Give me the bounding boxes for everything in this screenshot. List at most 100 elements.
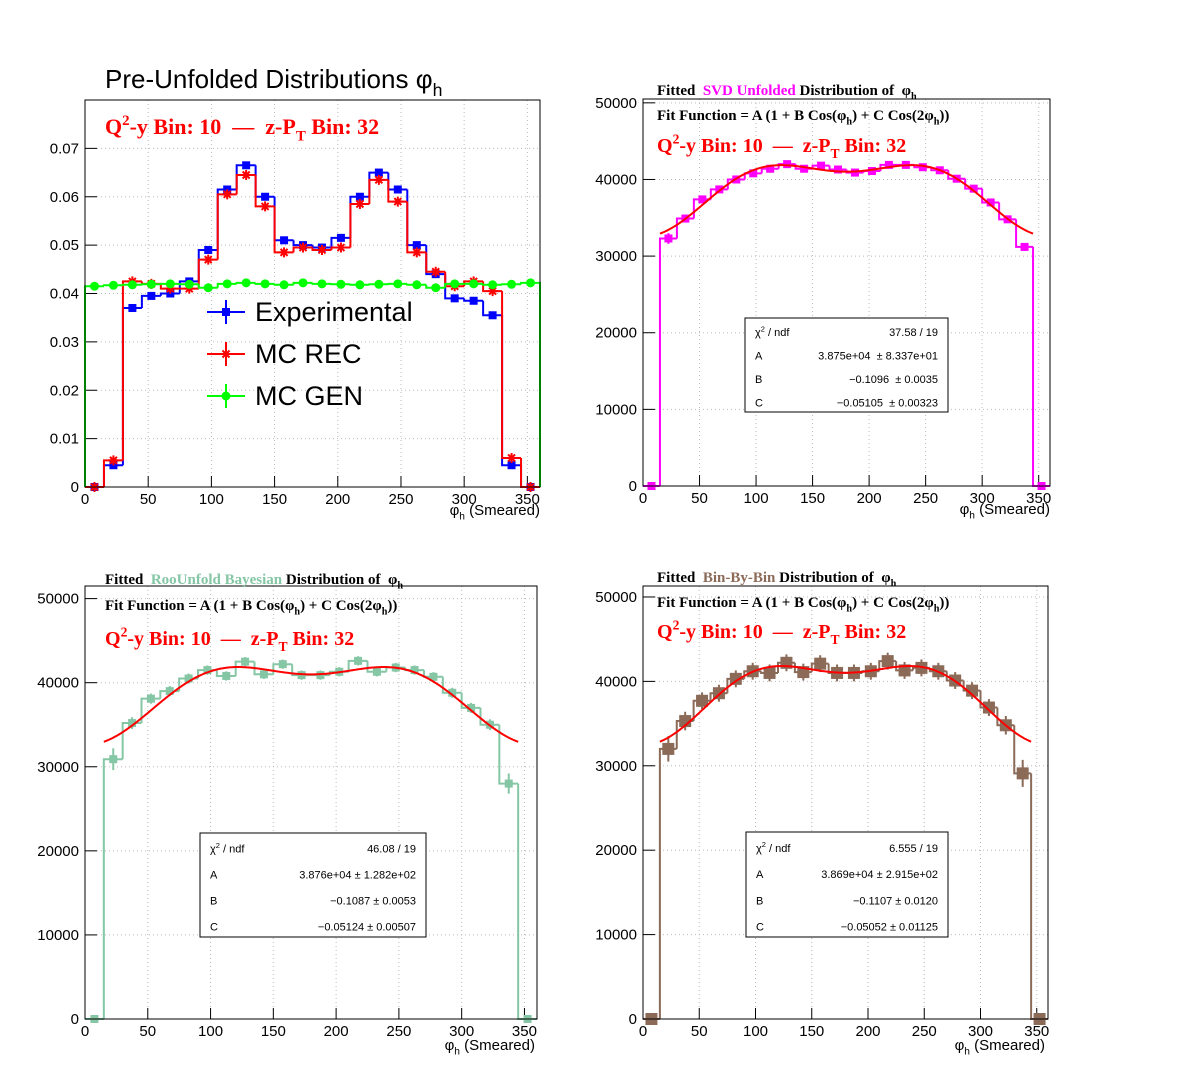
- marker: [372, 667, 381, 676]
- text-part: 2: [673, 618, 680, 633]
- marker: [966, 684, 979, 697]
- marker: [817, 161, 826, 170]
- bin-label: Q2-y Bin: 10 — z-PT Bin: 32: [105, 625, 354, 654]
- marker: [146, 694, 155, 703]
- y-tick-label: 30000: [37, 759, 79, 776]
- marker: [800, 164, 809, 173]
- y-tick-label: 0: [71, 1011, 79, 1028]
- marker: [203, 283, 213, 293]
- marker: [431, 283, 441, 293]
- marker: [411, 247, 422, 258]
- x-axis-label: φh (Smeared): [960, 501, 1050, 522]
- marker: [108, 455, 119, 466]
- stats-value: −0.1087 ± 0.0053: [330, 896, 416, 908]
- marker: [715, 185, 724, 194]
- text-part: Distribution of φ: [775, 570, 890, 586]
- text-part: -y Bin: 10 — z-P: [127, 628, 278, 650]
- text-part: Fit Function = A (1 + B Cos(φ: [105, 598, 294, 614]
- marker: [89, 281, 99, 291]
- y-tick-label: 50000: [595, 95, 637, 112]
- y-tick-label: 50000: [37, 591, 79, 608]
- marker: [260, 201, 271, 212]
- marker: [241, 657, 250, 666]
- marker: [662, 742, 675, 755]
- text-part: χ: [755, 327, 761, 339]
- stats-label: B: [210, 896, 217, 908]
- y-tick-label: 30000: [595, 248, 637, 265]
- marker: [260, 279, 270, 289]
- fit-curve: [659, 665, 1032, 743]
- stats-label: A: [210, 870, 218, 882]
- marker: [664, 234, 673, 243]
- x-tick-label: 250: [912, 1023, 937, 1040]
- marker: [392, 196, 403, 207]
- marker: [279, 247, 290, 258]
- x-tick-label: 100: [744, 490, 769, 507]
- marker: [336, 233, 345, 242]
- marker: [507, 279, 517, 289]
- marker: [222, 279, 232, 289]
- marker: [355, 192, 364, 201]
- x-tick-label: 0: [639, 1023, 647, 1040]
- panel: 0 50 100 150 200 250 300 350 0 10000 20000 30000 400…: [595, 95, 1051, 507]
- marker: [127, 280, 137, 290]
- frame: [642, 585, 1049, 1020]
- marker: [412, 280, 422, 290]
- x-tick-label: 200: [324, 1023, 349, 1040]
- y-tick-label: 10000: [595, 401, 637, 418]
- text-part: ) + C Cos(2φ: [852, 108, 934, 124]
- marker: [448, 688, 457, 697]
- y-tick-label: 40000: [595, 171, 637, 188]
- text-part: 2: [761, 324, 765, 333]
- marker: [867, 167, 876, 176]
- marker: [698, 195, 707, 204]
- marker: [1016, 767, 1029, 780]
- x-tick-label: 100: [198, 1023, 223, 1040]
- frame: [84, 99, 541, 488]
- stats-value: 37.58 / 19: [889, 327, 938, 339]
- marker: [128, 304, 137, 313]
- stats-label: C: [755, 398, 763, 410]
- marker: [203, 254, 214, 265]
- text-part: Bin: 32: [288, 628, 355, 650]
- text-part: h: [934, 604, 940, 615]
- text-part: Q: [657, 621, 673, 643]
- text-part: / ndf: [220, 844, 245, 856]
- marker: [526, 278, 536, 288]
- marker: [850, 168, 859, 177]
- text-part: h: [382, 607, 388, 618]
- x-tick-label: 250: [913, 490, 938, 507]
- marker: [336, 279, 346, 289]
- text-part: φ: [450, 502, 460, 519]
- marker: [373, 174, 384, 185]
- marker: [222, 308, 230, 316]
- x-tick-label: 0: [81, 1023, 89, 1040]
- marker: [982, 701, 995, 714]
- text-part: h: [891, 579, 897, 590]
- stats-box: [199, 832, 427, 938]
- x-tick-label: 250: [386, 1023, 411, 1040]
- marker: [316, 244, 327, 255]
- stats-value: −0.05052 ± 0.01125: [841, 922, 938, 934]
- stats-label: A: [755, 351, 763, 363]
- y-tick-label: 10000: [37, 927, 79, 944]
- marker: [317, 279, 327, 289]
- marker: [1020, 242, 1029, 251]
- y-tick-label: 0.02: [50, 382, 79, 399]
- marker: [410, 666, 419, 675]
- marker: [280, 236, 289, 245]
- marker: [393, 185, 402, 194]
- marker: [259, 670, 268, 679]
- marker: [393, 279, 403, 289]
- text-part: φ: [955, 1037, 965, 1054]
- text-part: -y Bin: 10 — z-P: [679, 621, 830, 643]
- text-part: h: [934, 117, 940, 128]
- y-tick-label: 0.04: [50, 286, 79, 303]
- text-part: Distribution of φ: [282, 572, 397, 588]
- x-tick-label: 0: [81, 491, 89, 508]
- text-part: T: [278, 639, 287, 654]
- x-tick-label: 350: [1026, 490, 1051, 507]
- stats-value: −0.1096 ± 0.0035: [849, 374, 938, 386]
- x-tick-label: 50: [691, 1023, 708, 1040]
- marker: [374, 279, 384, 289]
